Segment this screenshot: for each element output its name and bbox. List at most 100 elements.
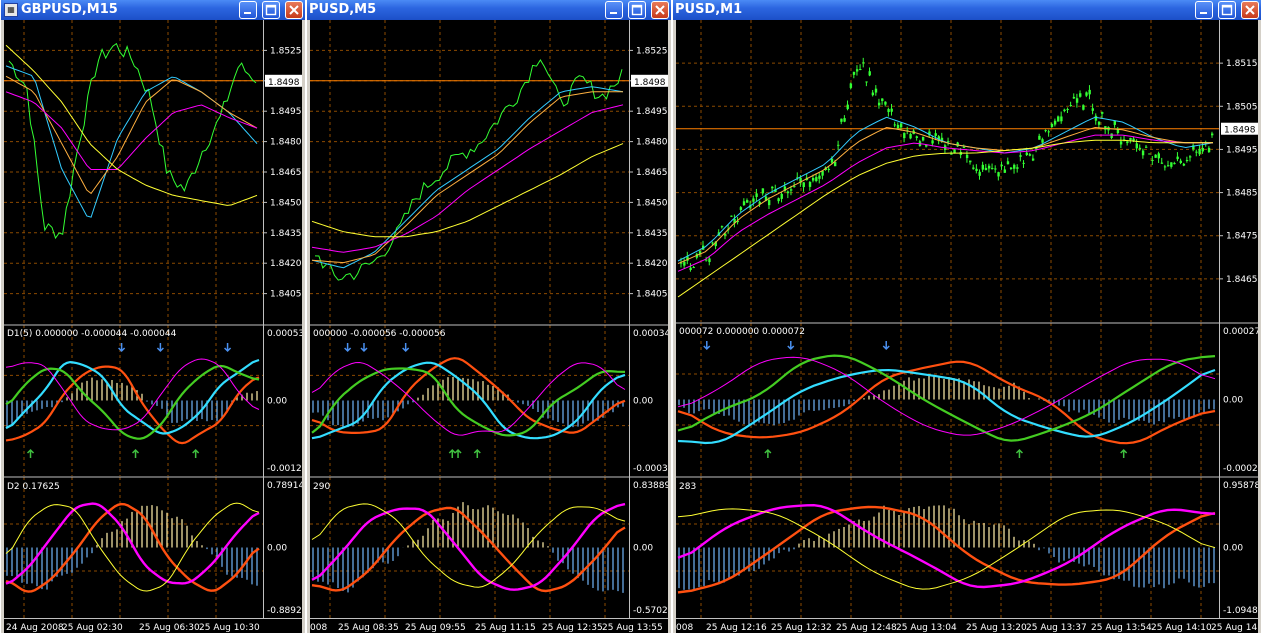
candle-body [1148,153,1151,155]
candle-body [997,172,1000,177]
candle-body [1088,89,1091,95]
candle-body [843,118,846,122]
down-arrow-icon [703,341,711,351]
window-titlebar[interactable]: PUSD,M5 [307,0,671,20]
candle-body [1003,169,1007,173]
chart-window-m5[interactable]: PUSD,M5 1.85251.85101.84951.84801.84651.… [306,0,672,633]
candle-body [730,215,733,217]
time-axis-label: 25 Aug 13:54 [1091,623,1152,633]
price-tick-label: 1.8515 [1226,59,1258,69]
down-arrow-icon [787,341,795,351]
minimize-button[interactable] [239,1,257,19]
price-chart-m5[interactable]: 1.85251.85101.84951.84801.84651.84501.84… [310,20,668,633]
pane-grid [4,20,263,324]
current-price-label: 1.8498 [634,78,666,88]
moving-average-line [5,75,258,195]
minimize-button[interactable] [605,1,623,19]
indicator2-tick-label: 0.95878 [1223,481,1258,491]
candle-body [1016,167,1019,169]
maximize-icon [1221,4,1233,16]
time-axis-label: 24 Aug 2008 [6,623,64,633]
time-axis-label: 25 Aug 14:10 [1151,623,1212,633]
candle-body [852,71,856,75]
candle-body [1009,167,1013,170]
minimize-button[interactable] [1195,1,1213,19]
indicator2-tick-label: -0.88921 [267,606,302,616]
chart-area[interactable]: 1.85251.85101.84951.84801.84651.84501.84… [310,20,668,633]
candle-body [686,256,689,261]
chart-window-icon: ▦ [4,3,18,17]
maximize-button[interactable] [628,1,646,19]
indicator1-tick-label: 0.00027 [1223,327,1258,337]
pane-grid [676,323,1219,476]
candle-body [745,200,749,203]
close-button[interactable] [1241,1,1259,19]
chart-window-m15[interactable]: ▦ GBPUSD,M15 1.85251.85101.84951.84801.8… [0,0,306,633]
candle-body [789,189,793,191]
chart-area[interactable]: 1.8515 1.8505 1.8495 1.8485 1.8475 1.8465 1.84… [676,20,1258,633]
candle-body [921,137,925,141]
up-arrow-icon [132,448,140,458]
moving-average-line [5,44,258,206]
indicator1-tick-label: 0.00034 [633,329,668,339]
candle-body [984,167,988,171]
candle-body [833,161,837,167]
maximize-button[interactable] [262,1,280,19]
candle-body [708,258,711,263]
candle-body [940,137,944,141]
price-tick-label: 1.8485 [1226,189,1258,199]
indicator2-tick-label: 0.00 [633,544,653,554]
price-chart-m15[interactable]: 1.85251.85101.84951.84801.84651.84501.84… [4,20,302,633]
candle-body [1057,116,1060,122]
candle-body [1022,162,1025,164]
indicator2-tick-label: 0.00 [1223,544,1243,554]
price-chart-m1[interactable]: 1.8515 1.8505 1.8495 1.8485 1.8475 1.8465 1.84… [676,20,1258,633]
candle-body [903,133,906,139]
chart-window-m1[interactable]: PUSD,M1 1.8515 1.8505 1.8495 1.8485 1.8475 1.… [672,0,1262,633]
candle-body [761,188,765,194]
pane-grid [4,325,263,476]
down-arrow-icon [402,343,410,353]
candle-body [786,191,790,194]
candle-body [991,167,994,169]
indicator1-tick-label: 0.00 [1223,396,1243,406]
candle-body [893,124,897,126]
oscillator-line [5,502,260,585]
indicator1-tick-label: -0.00026 [1223,464,1258,474]
current-price-box [1221,122,1258,135]
time-axis-label: 25 Aug 06:30 [139,623,200,633]
candle-body [937,136,941,142]
moving-average-line [677,134,1213,272]
chart-area[interactable]: 1.85251.85101.84951.84801.84651.84501.84… [4,20,302,633]
candle-body [1047,131,1051,133]
indicator1-label: 000000 -0.000056 -0.000056 [313,329,446,339]
price-tick-label: 1.8495 [1226,145,1258,155]
candle-body [840,118,843,122]
candle-body [818,175,821,179]
candle-body [698,251,702,255]
up-arrow-icon [1120,448,1128,458]
candle-body [868,71,871,76]
window-titlebar[interactable]: PUSD,M1 [673,0,1261,20]
maximize-button[interactable] [1218,1,1236,19]
candle-body [1085,92,1088,96]
indicator2-tick-label: -1.09488 [1223,606,1258,616]
candle-body [752,198,755,202]
close-button[interactable] [651,1,669,19]
close-button[interactable] [285,1,303,19]
candle-body [1160,162,1164,164]
candle-body [865,81,868,83]
indicator1-tick-label: -0.00036 [633,464,668,474]
oscillator-line [5,358,260,431]
candle-body [1207,147,1211,153]
candle-body [767,200,771,206]
window-titlebar[interactable]: ▦ GBPUSD,M15 [1,0,305,20]
down-arrow-icon [882,341,890,351]
candle-body [1050,123,1054,128]
candle-body [711,242,714,244]
candle-body [1079,93,1082,97]
candle-body [881,98,884,101]
time-axis-label: 008 [310,623,327,633]
candle-body [830,158,834,163]
candle-body [896,124,900,129]
